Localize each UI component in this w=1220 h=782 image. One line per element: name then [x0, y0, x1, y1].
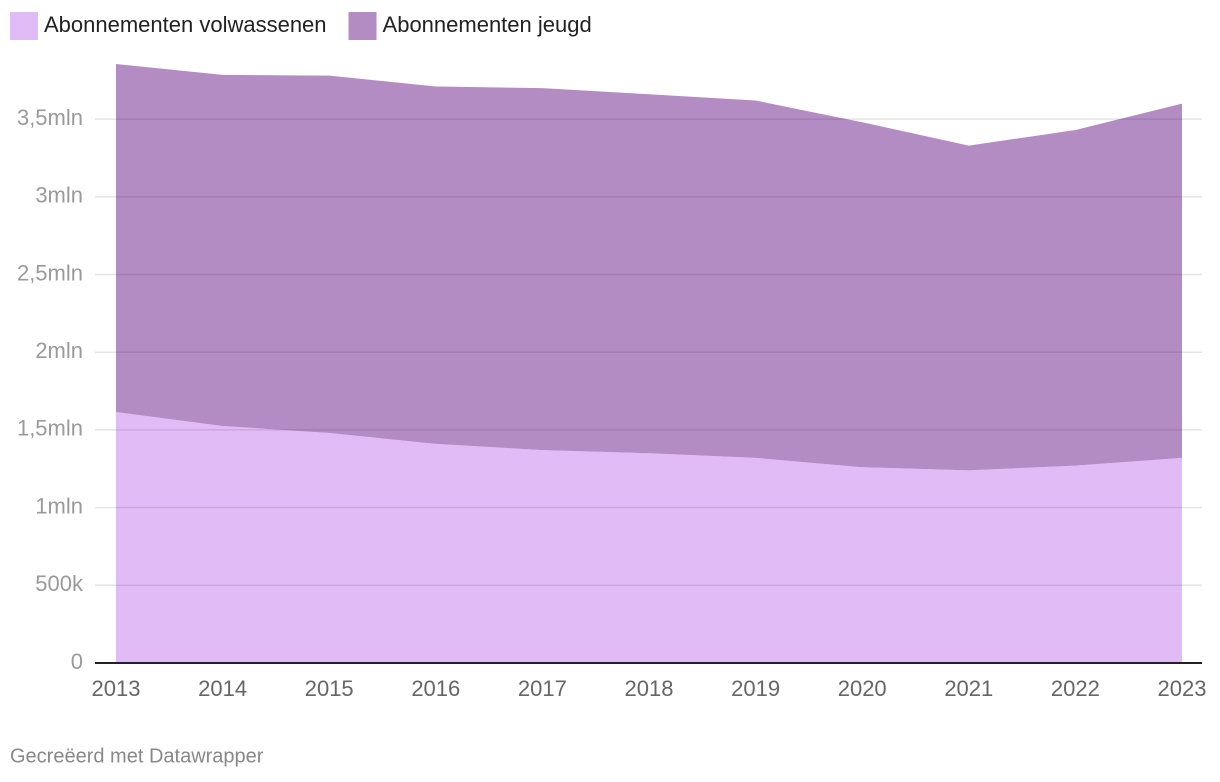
footer: Gecreëerd met Datawrapper — [10, 745, 264, 767]
x-tick-label: 2019 — [731, 676, 780, 701]
x-tick-label: 2015 — [305, 676, 354, 701]
y-tick-label: 500k — [35, 571, 84, 596]
x-tick-label: 2014 — [198, 676, 247, 701]
x-tick-label: 2020 — [838, 676, 887, 701]
y-tick-label: 1,5mln — [17, 416, 83, 441]
x-tick-label: 2013 — [92, 676, 141, 701]
area — [116, 412, 1182, 663]
x-tick-label: 2017 — [518, 676, 567, 701]
area — [116, 63, 1182, 471]
legend-label: Abonnementen volwassenen — [44, 12, 327, 37]
y-tick-label: 2mln — [35, 338, 83, 363]
x-tick-label: 2021 — [944, 676, 993, 701]
y-tick-label: 3,5mln — [17, 105, 83, 130]
y-tick-label: 1mln — [35, 493, 83, 518]
y-tick-label: 0 — [71, 649, 83, 674]
legend-swatch — [348, 12, 377, 40]
y-tick-label: 2,5mln — [17, 260, 83, 285]
legend-swatch — [10, 12, 38, 40]
x-tick-label: 2016 — [411, 676, 460, 701]
x-tick-label: 2023 — [1158, 676, 1207, 701]
legend-label: Abonnementen jeugd — [383, 12, 592, 37]
y-tick-label: 3mln — [35, 183, 83, 208]
x-tick-label: 2018 — [625, 676, 674, 701]
x-tick-label: 2022 — [1051, 676, 1100, 701]
